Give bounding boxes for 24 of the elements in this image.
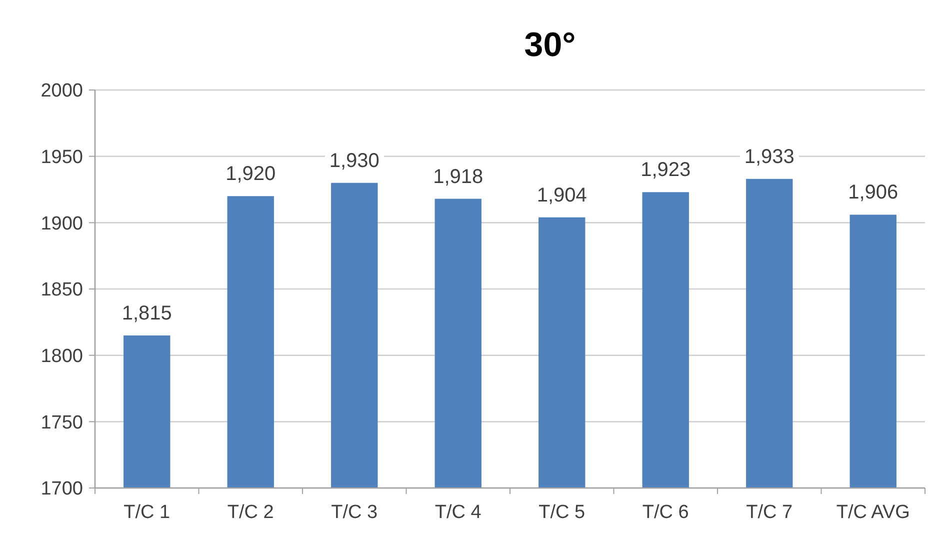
y-tick-label: 1750	[40, 412, 83, 434]
data-label: 1,904	[536, 184, 587, 206]
data-label: 1,918	[433, 166, 484, 188]
data-label: 1,923	[640, 159, 691, 182]
y-tick-label: 1950	[40, 146, 83, 168]
x-tick-label: T/C 5	[538, 502, 586, 523]
x-tick-label: T/C AVG	[836, 502, 910, 523]
chart-title: 30°	[524, 26, 576, 64]
y-tick-label: 1900	[40, 213, 83, 234]
y-tick-label: 1800	[40, 346, 83, 367]
y-tick-label: 1850	[40, 280, 83, 301]
y-tick-label: 2000	[40, 80, 83, 102]
x-tick-label: T/C 1	[124, 502, 170, 523]
data-label: 1,930	[329, 150, 380, 172]
x-tick-label: T/C 2	[227, 502, 274, 523]
x-tick-label: T/C 3	[331, 502, 378, 523]
x-tick-label: T/C 4	[434, 502, 482, 523]
data-label: 1,933	[744, 146, 794, 168]
y-tick-label: 1700	[40, 478, 83, 500]
x-tick-label: T/C 7	[746, 502, 793, 523]
data-label: 1,815	[122, 302, 172, 324]
data-label: 1,906	[848, 182, 898, 204]
x-tick-label: T/C 6	[642, 502, 689, 523]
data-label: 1,920	[226, 163, 276, 186]
